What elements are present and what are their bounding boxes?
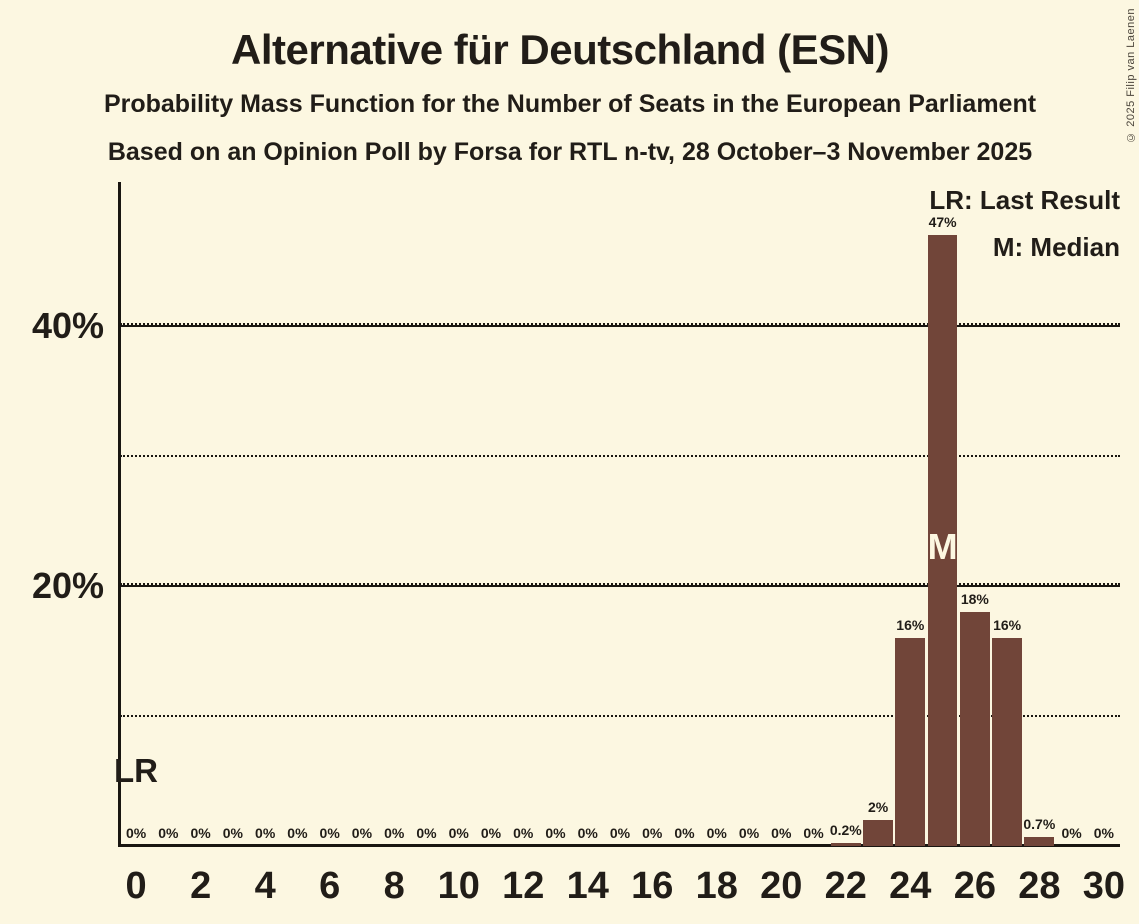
bar-label-seat-20: 0% (771, 825, 792, 841)
bar-label-seat-1: 0% (158, 825, 179, 841)
bar-label-seat-24: 16% (896, 617, 925, 633)
gridline-30 (120, 455, 1120, 457)
x-tick-22: 22 (824, 865, 867, 907)
bar-seat-28 (1024, 836, 1055, 846)
bar-seat-27 (992, 638, 1022, 846)
x-tick-18: 18 (695, 865, 738, 907)
x-tick-4: 4 (254, 865, 276, 907)
x-tick-20: 20 (760, 865, 803, 907)
bar-seat-24 (895, 638, 926, 846)
x-tick-24: 24 (889, 865, 932, 907)
bar-seat-23 (863, 820, 893, 846)
bar-label-seat-2: 0% (190, 825, 211, 841)
bar-label-seat-22: 0.2% (829, 822, 862, 839)
bar-label-seat-13: 0% (545, 825, 566, 841)
x-tick-2: 2 (190, 865, 212, 907)
bar-label-seat-12: 0% (513, 825, 534, 841)
chart-title: Alternative für Deutschland (ESN) (231, 26, 889, 73)
bar-label-seat-21: 0% (803, 825, 824, 841)
bar-label-seat-11: 0% (480, 825, 502, 841)
bar-label-seat-28: 0.7% (1023, 815, 1056, 832)
x-tick-28: 28 (1018, 865, 1061, 907)
bar-label-seat-23: 2% (867, 799, 889, 815)
chart-source-subtitle: Based on an Opinion Poll by Forsa for RT… (107, 138, 1033, 166)
gridline-10 (120, 715, 1120, 717)
y-axis-label-40: 40% (31, 305, 104, 346)
x-tick-6: 6 (319, 865, 341, 907)
bar-label-seat-14: 0% (577, 825, 598, 841)
bar-label-seat-0: 0% (126, 825, 147, 841)
x-axis (118, 844, 1120, 847)
copyright-notice: © 2025 Filip van Laenen (1125, 8, 1137, 143)
bar-label-seat-26: 18% (960, 591, 989, 607)
legend-last-result: LR: Last Result (929, 185, 1120, 215)
bar-label-seat-3: 0% (222, 825, 243, 841)
bar-label-seat-27: 16% (993, 617, 1022, 633)
x-tick-8: 8 (383, 865, 405, 907)
bar-label-seat-10: 0% (448, 825, 469, 841)
bar-label-seat-30: 0% (1093, 825, 1114, 841)
x-tick-26: 26 (953, 865, 996, 907)
gridline-40 (120, 325, 1120, 327)
bar-seat-25 (927, 235, 958, 846)
bar-seat-22 (830, 843, 861, 846)
bar-seat-26 (959, 612, 990, 846)
gridline-20 (120, 585, 1120, 587)
chart-subtitle: Probability Mass Function for the Number… (103, 90, 1037, 118)
x-tick-30: 30 (1082, 865, 1125, 907)
bar-label-seat-19: 0% (738, 825, 760, 841)
gridline-dotted-20 (120, 583, 1120, 585)
legend-median: M: Median (992, 232, 1120, 262)
gridline-dotted-40 (120, 323, 1120, 325)
bar-label-seat-9: 0% (416, 825, 437, 841)
median-marker: M (927, 526, 958, 567)
bar-label-seat-15: 0% (609, 825, 631, 841)
last-result-marker: LR (114, 752, 158, 789)
bar-label-seat-4: 0% (255, 825, 276, 841)
bar-label-seat-6: 0% (319, 825, 340, 841)
y-axis (118, 182, 121, 847)
bar-label-seat-8: 0% (384, 825, 405, 841)
bar-label-seat-25: 47% (928, 214, 957, 230)
bar-label-seat-17: 0% (674, 825, 695, 841)
x-tick-16: 16 (631, 865, 674, 907)
x-tick-0: 0 (125, 865, 147, 907)
bar-label-seat-18: 0% (706, 825, 727, 841)
bar-label-seat-16: 0% (642, 825, 663, 841)
bar-label-seat-7: 0% (351, 825, 373, 841)
x-tick-12: 12 (502, 865, 545, 907)
x-tick-14: 14 (566, 865, 609, 907)
y-axis-label-20: 20% (31, 565, 104, 606)
x-tick-10: 10 (437, 865, 480, 907)
bar-label-seat-29: 0% (1061, 825, 1082, 841)
bar-label-seat-5: 0% (287, 825, 308, 841)
